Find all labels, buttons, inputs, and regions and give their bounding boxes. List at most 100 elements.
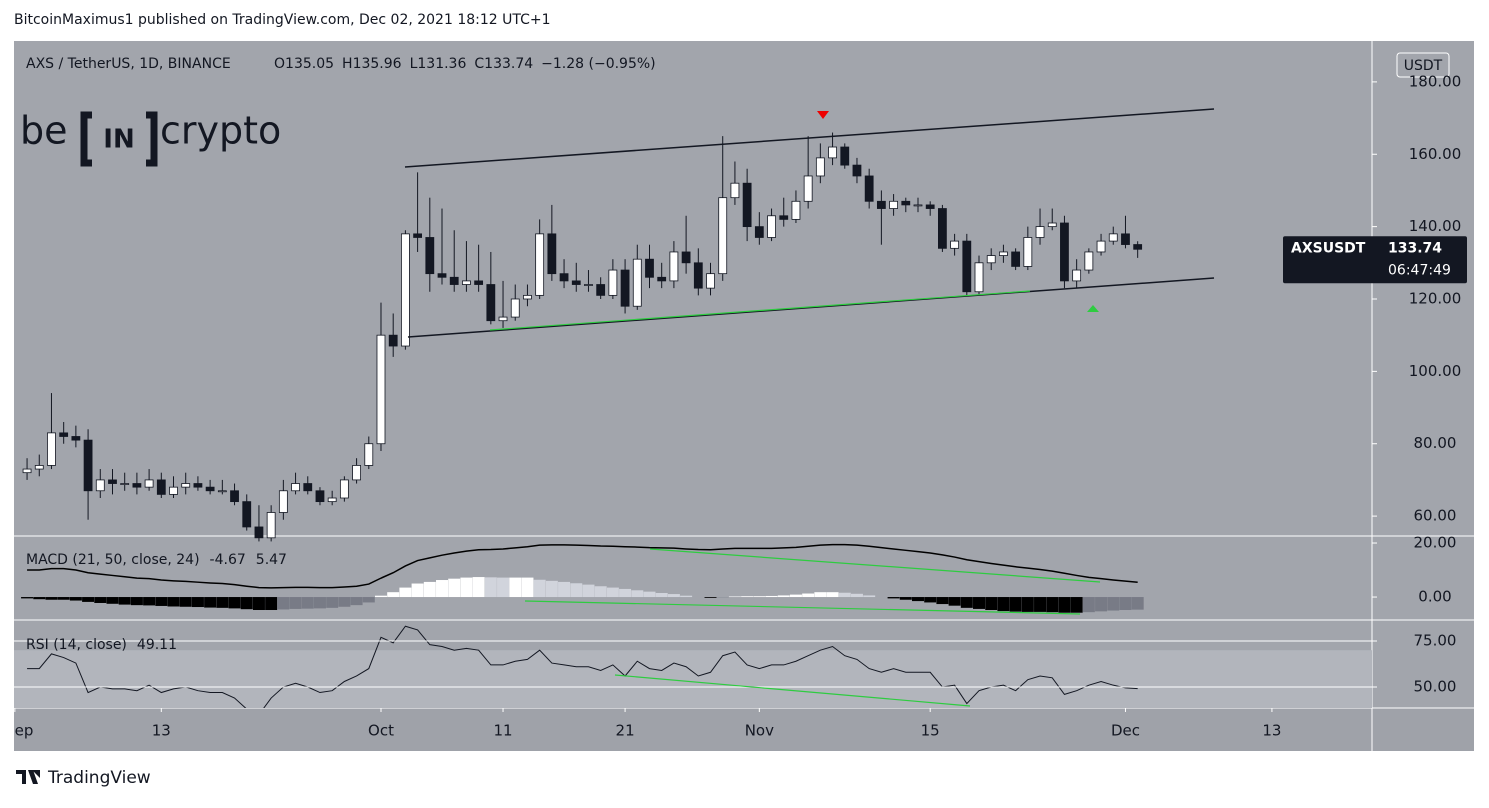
macd-histogram-bar: [424, 582, 436, 597]
candle-body: [853, 165, 861, 176]
candle-body: [1097, 241, 1105, 252]
candle-body: [902, 201, 910, 205]
macd-histogram-bar: [705, 597, 717, 598]
macd-histogram-bar: [1071, 597, 1083, 613]
macd-histogram-bar: [155, 597, 167, 606]
candle-body: [1073, 270, 1081, 281]
macd-histogram-bar: [106, 597, 118, 604]
macd-histogram-bar: [827, 592, 839, 597]
macd-histogram-bar: [460, 578, 472, 597]
macd-hist-value: -4.67: [210, 552, 246, 568]
rsi-title: RSI (14, close) 49.11: [26, 637, 177, 653]
macd-histogram-bar: [814, 592, 826, 597]
candle-body: [743, 183, 751, 226]
candle-body: [1036, 227, 1044, 238]
candle-body: [1060, 223, 1068, 281]
o-value: 135.05: [285, 56, 334, 72]
macd-histogram-bar: [192, 597, 204, 607]
candle-body: [938, 209, 946, 249]
macd-histogram-bar: [1010, 597, 1022, 612]
macd-histogram-bar: [900, 597, 912, 600]
candle-body: [35, 465, 43, 469]
candle-body: [1109, 234, 1117, 241]
price-tag: AXSUSDT 133.74 06:47:49: [1283, 236, 1467, 283]
macd-histogram-bar: [1083, 597, 1095, 612]
rsi-value: 49.11: [137, 637, 177, 653]
macd-histogram-bar: [180, 597, 192, 607]
candle-body: [475, 281, 483, 285]
candle-body: [694, 263, 702, 288]
macd-histogram-bar: [1058, 597, 1070, 613]
y-tick-label: 0.00: [1418, 588, 1451, 606]
candle-body: [572, 281, 580, 285]
candle-body: [865, 176, 873, 201]
tv-logo: [16, 770, 40, 784]
candle-body: [84, 440, 92, 491]
macd-histogram-bar: [741, 596, 753, 597]
candle-body: [255, 527, 263, 538]
macd-histogram-bar: [680, 596, 692, 597]
rsi-label: RSI (14, close): [26, 637, 127, 653]
macd-histogram-bar: [485, 577, 497, 597]
macd-histogram-bar: [546, 581, 558, 597]
candle-body: [951, 241, 959, 248]
macd-histogram-bar: [888, 597, 900, 598]
candle-body: [108, 480, 116, 484]
candle-body: [194, 484, 202, 488]
x-tick-label: 21: [616, 722, 635, 740]
publisher-line: BitcoinMaximus1 published on TradingView…: [14, 12, 551, 28]
macd-histogram-bar: [473, 577, 485, 597]
candle-body: [426, 237, 434, 273]
macd-histogram-bar: [656, 593, 668, 597]
candle-body: [780, 216, 788, 220]
macd-histogram-bar: [45, 597, 57, 600]
macd-histogram-bar: [949, 597, 961, 606]
candle-body: [792, 201, 800, 219]
macd-histogram-bar: [936, 597, 948, 604]
x-tick-label: Nov: [745, 722, 774, 740]
candle-body: [829, 147, 837, 158]
candle-body: [999, 252, 1007, 256]
footer: TradingView: [16, 768, 151, 788]
candle-body: [511, 299, 519, 317]
macd-histogram-bar: [119, 597, 131, 605]
candle-body: [182, 484, 190, 488]
candle-body: [975, 263, 983, 292]
macd-histogram-bar: [277, 597, 289, 609]
macd-histogram-bar: [766, 596, 778, 597]
y-tick-label: 80.00: [1414, 434, 1457, 452]
macd-histogram-bar: [521, 578, 533, 597]
candle-body: [1085, 252, 1093, 270]
candle-body: [841, 147, 849, 165]
y-tick-label: 20.00: [1414, 534, 1457, 552]
logo-text: IN: [103, 125, 134, 155]
y-tick-label: 75.00: [1414, 631, 1457, 649]
macd-histogram-bar: [94, 597, 106, 603]
macd-histogram-bar: [997, 597, 1009, 611]
candle-body: [72, 436, 80, 440]
candle-body: [206, 487, 214, 491]
candle-body: [731, 183, 739, 197]
macd-histogram-bar: [229, 597, 241, 608]
candle-body: [60, 433, 68, 437]
candle-body: [170, 487, 178, 494]
y-tick-label: 60.00: [1414, 507, 1457, 525]
candle-body: [719, 198, 727, 274]
macd-histogram-bar: [387, 592, 399, 597]
candle-body: [157, 480, 165, 494]
candle-body: [121, 484, 129, 485]
candle-body: [438, 274, 446, 278]
c-label: C: [474, 56, 484, 72]
candle-body: [914, 205, 922, 206]
macd-histogram-bar: [1022, 597, 1034, 612]
candle-body: [755, 227, 763, 238]
y-tick-label: 120.00: [1409, 289, 1462, 307]
macd-histogram-bar: [131, 597, 143, 605]
macd-histogram-bar: [351, 597, 363, 605]
macd-histogram-bar: [1107, 597, 1119, 611]
macd-histogram-bar: [21, 597, 33, 598]
macd-histogram-bar: [216, 597, 228, 608]
x-tick-label: 11: [493, 722, 512, 740]
